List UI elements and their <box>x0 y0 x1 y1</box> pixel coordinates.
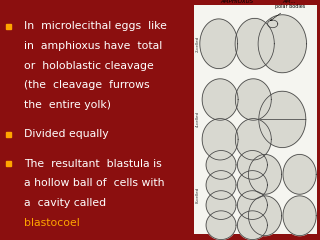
Text: 2-celled: 2-celled <box>196 36 200 52</box>
Polygon shape <box>235 18 274 69</box>
Text: in  amphioxus have  total: in amphioxus have total <box>24 41 162 51</box>
Polygon shape <box>206 191 236 219</box>
Polygon shape <box>237 150 268 179</box>
Text: the  entire yolk): the entire yolk) <box>24 100 111 110</box>
Polygon shape <box>268 20 278 28</box>
Bar <box>6 161 11 166</box>
Text: polar bodies: polar bodies <box>270 4 305 21</box>
Bar <box>6 132 11 137</box>
Polygon shape <box>248 155 282 194</box>
Text: Divided equally: Divided equally <box>24 129 108 139</box>
Text: In  microlecithal eggs  like: In microlecithal eggs like <box>24 21 167 31</box>
Polygon shape <box>259 91 306 148</box>
Polygon shape <box>237 171 268 199</box>
Text: AM...: AM... <box>282 0 296 4</box>
Polygon shape <box>235 79 271 120</box>
Polygon shape <box>200 19 238 69</box>
Text: or  holoblastic cleavage: or holoblastic cleavage <box>24 61 154 71</box>
Polygon shape <box>283 196 316 236</box>
Polygon shape <box>206 211 236 240</box>
Polygon shape <box>202 119 238 160</box>
Text: AMPHIOXUS: AMPHIOXUS <box>220 0 253 4</box>
Polygon shape <box>248 196 282 236</box>
Text: a hollow ball of  cells with: a hollow ball of cells with <box>24 178 164 188</box>
Polygon shape <box>206 171 236 199</box>
Text: 8-celled: 8-celled <box>196 187 200 203</box>
Text: blastocoel: blastocoel <box>24 218 80 228</box>
Text: a  cavity called: a cavity called <box>24 198 106 208</box>
Text: The  resultant  blastula is: The resultant blastula is <box>24 159 162 169</box>
Text: (the  cleavage  furrows: (the cleavage furrows <box>24 80 150 90</box>
Polygon shape <box>237 211 268 240</box>
Text: 4-celled: 4-celled <box>196 111 200 127</box>
Polygon shape <box>202 79 238 120</box>
Polygon shape <box>283 155 316 194</box>
Polygon shape <box>237 191 268 219</box>
Polygon shape <box>258 15 307 73</box>
Bar <box>6 24 11 29</box>
Polygon shape <box>206 150 236 179</box>
Polygon shape <box>235 119 271 160</box>
Bar <box>194 5 317 234</box>
